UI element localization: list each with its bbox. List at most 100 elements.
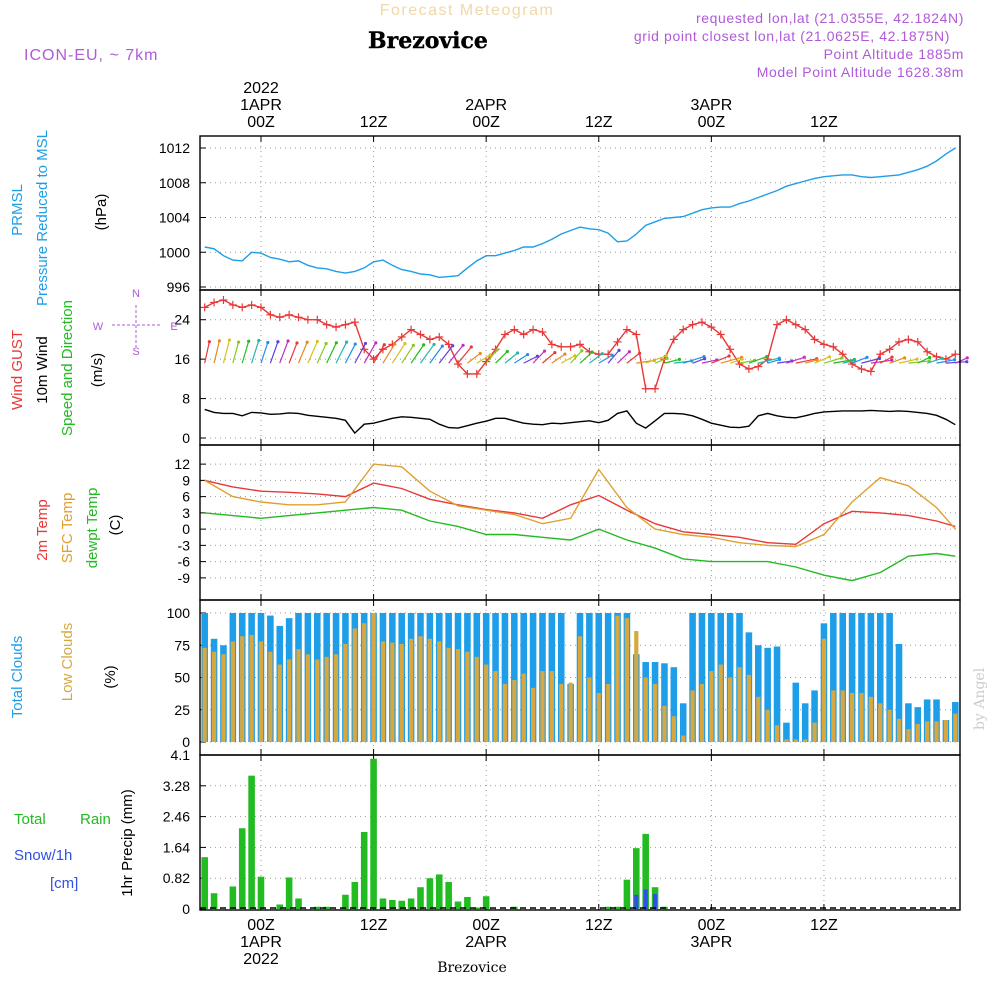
bar-low-clouds [690,690,695,742]
compass-icon: N S W E [93,288,178,358]
gust-marker [238,303,247,312]
bar-low-clouds [202,647,207,742]
wind-direction-arrow [870,358,894,364]
bar-low-clouds [784,739,789,742]
gust-marker [707,323,716,332]
precip-unit: 1hr Precip (mm) [119,789,136,897]
bar-low-clouds [606,683,611,742]
gust-marker [613,337,622,346]
pressure-label: PRMSL [9,184,26,236]
bar-low-clouds [221,654,226,742]
bar-total-rain [398,900,406,909]
bar-total-clouds [923,699,931,742]
bar-low-clouds [568,682,573,742]
bar-low-clouds [380,641,386,742]
y-tick-label: 0 [182,430,190,446]
bar-total-clouds [867,613,875,742]
bottom-axis-label: 12Z [360,917,388,934]
bar-low-clouds [277,664,282,742]
bar-low-clouds [793,739,798,742]
wind-direction-arrow [617,350,632,364]
bar-low-clouds [878,703,883,742]
y-tick-label: 0 [182,521,190,537]
wind-direction-arrow [955,356,969,364]
gust-marker [547,340,556,349]
gust-marker [519,330,528,339]
bar-total-clouds [679,703,687,742]
bar-low-clouds [896,718,902,742]
wind-direction-arrow [654,356,669,364]
y-tick-label: -6 [178,554,191,570]
bar-total-clouds [792,682,800,742]
y-tick-label: 75 [174,637,190,653]
bottom-axis-label: 1APR [240,934,282,951]
bar-low-clouds [718,664,723,742]
bar-low-clouds [681,735,686,742]
bar-total-clouds [501,613,509,742]
wind-direction-arrow [269,340,280,364]
top-axis-label: 2022 [243,80,279,97]
gust-marker [857,365,866,373]
bar-low-clouds [643,677,648,742]
bar-low-clouds [840,690,845,742]
bar-total-clouds [557,613,565,742]
bottom-axis-label: 2APR [465,934,507,951]
wind-direction-arrow [504,351,520,364]
wind-direction-arrow [767,357,782,364]
bar-low-clouds [474,656,479,742]
bar-low-clouds [821,638,827,742]
bar-total-rain [342,894,349,909]
bar-low-clouds [333,654,339,742]
footer-location: Brezovice [437,960,507,976]
wind-direction-arrow [851,355,869,364]
gust-marker [744,365,753,373]
gust-marker [444,340,453,349]
wind-direction-arrow [513,352,530,364]
wind-direction-arrow [917,355,932,364]
bar-total-clouds [661,663,668,742]
gust-marker [472,369,481,378]
bar-total-rain [360,832,368,909]
gust-marker [735,360,744,369]
bar-low-clouds [418,636,423,742]
bar-total-clouds [698,613,706,742]
gust-marker [622,325,631,334]
y-tick-label: 100 [167,605,191,621]
wind-direction-arrow [598,353,614,364]
y-tick-label: 2.46 [163,809,190,825]
bar-low-clouds [362,623,367,742]
compass-e: E [170,321,177,333]
bar-low-clouds [315,659,320,742]
y-tick-label: 0 [182,734,190,750]
compass-s: S [132,346,139,358]
total-clouds-label: Total Clouds [9,636,26,719]
bar-low-clouds [484,664,489,742]
bar-total-rain [257,876,265,909]
bottom-axis-label: 00Z [472,917,500,934]
bar-low-clouds [859,692,864,742]
gust-marker [463,369,472,378]
bottom-axis-label: 00Z [698,917,726,934]
wind-direction-arrow [316,341,328,364]
bar-low-clouds [287,659,292,742]
wind-direction-arrow [532,349,547,364]
wind-direction-arrow [926,356,944,364]
location-title: Brezovice [368,28,488,54]
bar-total-rain [238,828,246,909]
y-tick-label: 50 [174,670,190,686]
wind-direction-arrow [213,339,221,364]
gust-marker [951,350,960,359]
gust-marker [576,340,584,349]
bar-total-rain [229,886,237,909]
y-tick-label: -9 [178,570,191,586]
bar-low-clouds [615,615,620,742]
bar-low-clouds [728,677,733,742]
bar-low-clouds [587,677,592,742]
bar-total-rain [201,857,208,909]
bar-total-rain [464,896,471,909]
model-label: ICON-EU, ~ 7km [24,47,158,64]
bar-total-clouds [839,613,846,742]
bar-total-rain [445,881,452,909]
gust-marker [726,345,735,354]
bar-low-clouds [493,671,498,742]
